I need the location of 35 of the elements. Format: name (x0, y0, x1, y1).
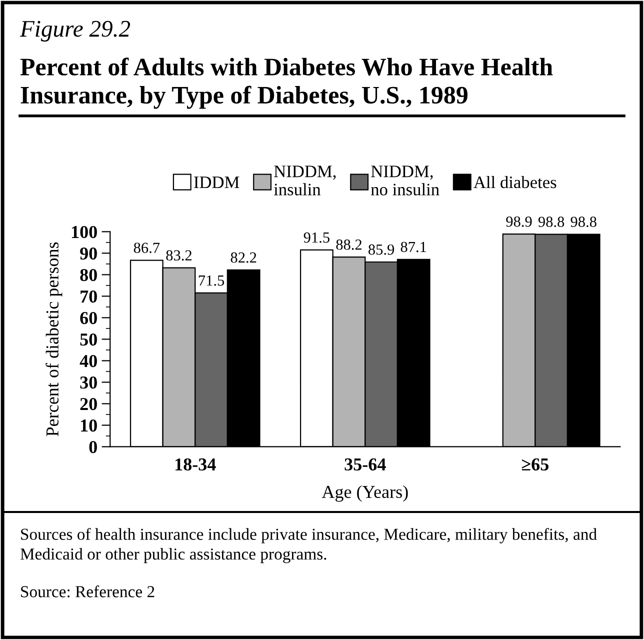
legend-label: NIDDM, no insulin (371, 166, 440, 196)
legend-label: IDDM (194, 176, 240, 188)
y-tick-label: 80 (80, 268, 97, 282)
source-note: Source: Reference 2 (21, 585, 154, 598)
y-tick-label: 30 (80, 376, 97, 389)
y-tick-label: 100 (72, 226, 97, 238)
data-label: 71.5 (198, 275, 224, 286)
legend-label: All diabetes (474, 176, 556, 188)
chart-subtitle: Figure 29.2 (20, 20, 130, 42)
data-label: 87.1 (400, 242, 426, 252)
y-tick-label: 20 (80, 398, 97, 410)
y-tick-label: 70 (80, 290, 97, 303)
data-label: 98.8 (570, 216, 596, 228)
data-label: 82.2 (230, 252, 256, 263)
y-tick-label: 0 (89, 440, 97, 454)
data-label: 98.8 (538, 216, 564, 228)
y-tick-label: 50 (80, 333, 97, 346)
y-tick-label: 90 (80, 247, 97, 260)
source-note: Sources of health insurance include private insurance, Medicare, military benefits, and Medicaid or other public assistance programs. (20, 528, 597, 564)
x-tick-label: ≥65 (522, 458, 548, 471)
data-label: 85.9 (368, 244, 394, 255)
y-tick-label: 60 (80, 312, 97, 324)
data-label: 86.7 (134, 242, 160, 254)
data-label: 88.2 (336, 239, 362, 250)
data-label: 83.2 (166, 250, 192, 261)
x-axis-title: Age (Years) (322, 485, 408, 502)
y-axis-title: Percent of diabetic persons (46, 242, 62, 436)
legend-label: NIDDM, insulin (274, 166, 336, 196)
x-tick-label: 18-34 (176, 458, 216, 471)
x-tick-label: 35-64 (344, 458, 386, 471)
y-tick-label: 10 (81, 419, 97, 432)
data-label: 91.5 (304, 232, 330, 243)
chart-title: Percent of Adults with Diabetes Who Have Health Insurance, by Type of Diabetes, U.S., 1989 (20, 58, 553, 109)
y-tick-label: 40 (80, 354, 97, 368)
data-label: 98.9 (506, 216, 532, 227)
